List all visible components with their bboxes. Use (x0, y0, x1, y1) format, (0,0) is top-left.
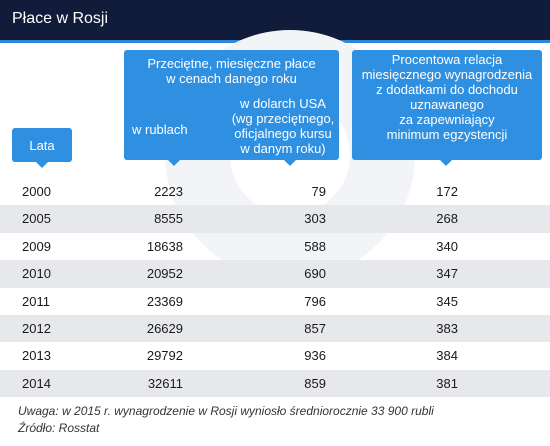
cell-relation: 268 (436, 211, 458, 227)
column-header-rub-label: w rublach (132, 122, 188, 137)
cell-rub: 8555 (154, 211, 183, 227)
cell-usd: 79 (311, 184, 326, 199)
cell-year: 2011 (22, 293, 50, 309)
data-table: 2000 2223 79 172 2005 8555 303 268 2009 18638 588 3… (0, 178, 550, 398)
column-header-relation-line-3: z dodatkami do dochodu (376, 82, 518, 97)
table-row: 2009 18638 588 340 (0, 233, 550, 260)
cell-relation: 384 (436, 348, 458, 364)
cell-usd: 796 (304, 293, 326, 309)
cell-year: 2012 (22, 320, 51, 336)
table-row: 2012 26629 857 383 (0, 314, 550, 343)
cell-usd: 588 (304, 238, 326, 254)
cell-relation: 381 (436, 375, 458, 391)
cell-rub: 20952 (146, 266, 183, 282)
cell-usd: 859 (304, 375, 326, 391)
column-header-relation-line-4: uznawanego (410, 97, 484, 112)
column-header-rub-pointer (168, 160, 180, 166)
cell-relation: 347 (436, 266, 458, 282)
cell-usd: 857 (304, 320, 326, 336)
column-header-lata-pointer (36, 162, 48, 168)
cell-year: 2014 (22, 375, 51, 391)
cell-year: 2013 (22, 348, 51, 364)
column-header-usd-pointer (284, 160, 296, 166)
table-row: 2000 2223 79 172 (0, 178, 550, 205)
cell-usd: 936 (304, 348, 326, 364)
column-header-rub: w rublach (132, 122, 188, 137)
column-header-usd-line-2: (wg przeciętnego, (231, 111, 335, 126)
column-header-lata: Lata (12, 128, 72, 162)
cell-usd: 303 (304, 211, 326, 227)
cell-rub: 23369 (146, 293, 183, 309)
group-title-line-2: w cenach danego roku (166, 71, 297, 86)
page-title: Płace w Rosji (12, 10, 109, 27)
column-header-usd-line-4: w danym roku) (240, 141, 326, 156)
cell-rub: 32611 (147, 375, 183, 391)
column-header-lata-label: Lata (29, 138, 55, 153)
table-row: 2014 32611 859 381 (0, 369, 550, 398)
cell-rub: 2223 (154, 184, 183, 199)
column-header-relation-line-1: Procentowa relacja (391, 52, 503, 67)
cell-relation: 345 (436, 293, 458, 309)
cell-year: 2000 (22, 184, 51, 199)
table-row: 2010 20952 690 347 (0, 260, 550, 288)
table-row: 2011 23369 796 345 (0, 288, 550, 315)
footnote: Uwaga: w 2015 r. wynagrodzenie w Rosji w… (18, 404, 434, 418)
column-header-usd-line-3: oficjalnego kursu (234, 126, 332, 141)
cell-relation: 383 (436, 320, 458, 336)
column-header-relation-line-2: miesięcznego wynagrodzenia (361, 67, 533, 82)
column-header-relation-line-5: za zapewniający (399, 112, 495, 127)
group-title: Przeciętne, miesięczne płace w cenach da… (124, 56, 339, 86)
cell-rub: 26629 (146, 320, 183, 336)
cell-year: 2009 (22, 238, 51, 254)
cell-rub: 18638 (146, 238, 183, 254)
cell-usd: 690 (304, 266, 326, 282)
column-header-relation-pointer (440, 160, 452, 166)
column-header-usd: w dolarch USA (wg przeciętnego, oficjaln… (228, 96, 338, 156)
cell-year: 2010 (22, 266, 51, 282)
group-title-line-1: Przeciętne, miesięczne płace (147, 56, 316, 71)
cell-relation: 172 (436, 184, 458, 199)
column-header-group-wages: Przeciętne, miesięczne płace w cenach da… (124, 50, 339, 160)
cell-rub: 29792 (146, 348, 183, 364)
cell-year: 2005 (22, 211, 51, 227)
table-row: 2013 29792 936 384 (0, 342, 550, 369)
source-note: Źródło: Rosstat (18, 421, 100, 435)
column-header-usd-line-1: w dolarch USA (240, 96, 326, 111)
cell-relation: 340 (436, 238, 458, 254)
table-row: 2005 8555 303 268 (0, 205, 550, 233)
column-header-relation: Procentowa relacja miesięcznego wynagrod… (352, 50, 542, 160)
column-header-relation-line-6: minimum egzystencji (386, 127, 508, 142)
